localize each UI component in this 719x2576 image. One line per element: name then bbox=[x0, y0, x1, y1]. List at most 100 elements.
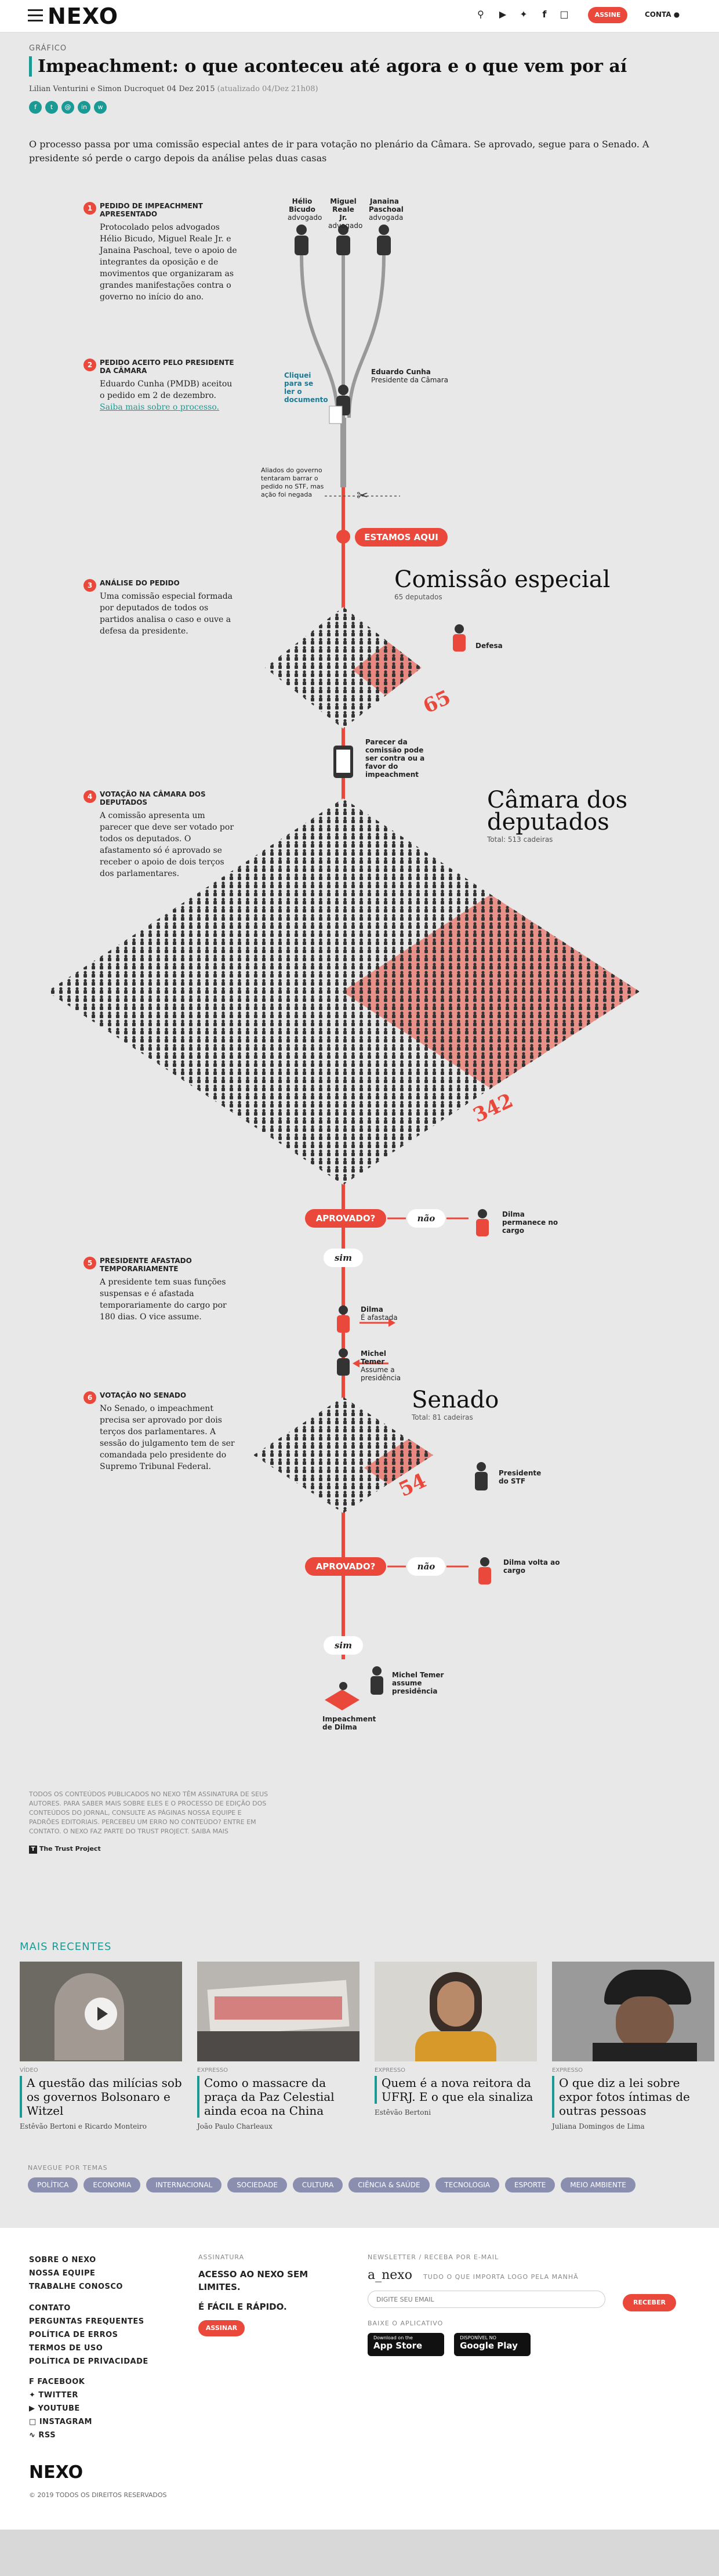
facebook-share-icon[interactable]: f bbox=[29, 101, 42, 114]
recent-card[interactable]: VÍDEO A questão das milícias sob os gove… bbox=[20, 1962, 182, 2130]
card-image bbox=[552, 1962, 714, 2061]
topic-cultura[interactable]: CULTURA bbox=[292, 2177, 343, 2193]
updated-date: (atualizado 04/Dez 21h08) bbox=[217, 85, 318, 93]
topic-meio-ambiente[interactable]: MEIO AMBIENTE bbox=[561, 2177, 636, 2193]
play-icon bbox=[85, 1998, 117, 2030]
twitter-share-icon[interactable]: t bbox=[45, 101, 58, 114]
temer-final-figure bbox=[371, 1666, 383, 1695]
footer-facebook[interactable]: f FACEBOOK bbox=[29, 2378, 85, 2386]
topic-politica[interactable]: POLÍTICA bbox=[28, 2177, 78, 2193]
trust-label: The Trust Project bbox=[39, 1845, 101, 1853]
aprovado-senado-badge: APROVADO? bbox=[305, 1557, 386, 1576]
dilma-volta-label: Dilma volta ao cargo bbox=[503, 1558, 560, 1575]
footer-link-sobre[interactable]: SOBRE O NEXO bbox=[29, 2256, 96, 2264]
google-play-badge[interactable]: DISPONÍVEL NO Google Play bbox=[454, 2333, 531, 2356]
email-share-icon[interactable]: @ bbox=[61, 101, 74, 114]
lawyer-label-3: Janaina Paschoal advogada bbox=[369, 197, 404, 222]
facebook-icon[interactable]: f bbox=[542, 9, 547, 20]
estamos-aqui-badge: ESTAMOS AQUI bbox=[355, 528, 448, 547]
nexo-logo[interactable]: NEXO bbox=[48, 3, 118, 29]
card-title[interactable]: A questão das milícias sob os governos B… bbox=[20, 2076, 182, 2118]
subscribe-button[interactable]: ASSINE bbox=[588, 7, 627, 23]
recent-card[interactable]: EXPRESSO O que diz a lei sobre expor fot… bbox=[552, 1962, 714, 2130]
copyright: © 2019 TODOS OS DIREITOS RESERVADOS bbox=[29, 2491, 167, 2499]
newsletter-label: NEWSLETTER / RECEBA POR E-MAIL bbox=[368, 2253, 499, 2261]
card-author: João Paulo Charleaux bbox=[197, 2122, 273, 2130]
whatsapp-share-icon[interactable]: w bbox=[94, 101, 107, 114]
impeachment-infographic: ✂ bbox=[0, 174, 719, 1741]
saiba-mais-link[interactable]: Saiba mais sobre o processo. bbox=[100, 403, 220, 412]
footer-logo[interactable]: NEXO bbox=[29, 2462, 83, 2483]
newsletter-submit-button[interactable]: RECEBER bbox=[623, 2294, 676, 2311]
linkedin-share-icon[interactable]: in bbox=[78, 101, 90, 114]
article-title: Impeachment: o que aconteceu até agora e… bbox=[29, 56, 690, 77]
footer-link-erros[interactable]: POLÍTICA DE ERROS bbox=[29, 2331, 118, 2339]
impeachment-final-label: Impeachment de Dilma bbox=[322, 1715, 376, 1731]
comissao-heading: Comissão especial 65 deputados bbox=[394, 566, 611, 601]
article-lead: O processo passa por uma comissão especi… bbox=[29, 139, 649, 164]
card-title[interactable]: O que diz a lei sobre expor fotos íntima… bbox=[552, 2076, 714, 2118]
topic-tecnologia[interactable]: TECNOLOGIA bbox=[435, 2177, 500, 2193]
twitter-icon[interactable]: ✦ bbox=[520, 9, 528, 20]
footer-links: SOBRE O NEXO NOSSA EQUIPE TRABALHE CONOS… bbox=[29, 2253, 148, 2442]
nao-badge-1: não bbox=[407, 1209, 445, 1228]
footer-link-termos[interactable]: TERMOS DE USO bbox=[29, 2344, 103, 2353]
subscribe-footer-button[interactable]: ASSINAR bbox=[198, 2320, 245, 2336]
footer-instagram[interactable]: □ INSTAGRAM bbox=[29, 2418, 92, 2426]
document-click-note[interactable]: Cliquei para se ler o documento bbox=[284, 371, 328, 404]
footer-twitter[interactable]: ✦ TWITTER bbox=[29, 2391, 78, 2400]
topic-economia[interactable]: ECONOMIA bbox=[83, 2177, 141, 2193]
card-tag: EXPRESSO bbox=[375, 2067, 406, 2074]
stf-label: Presidente do STF bbox=[499, 1469, 542, 1485]
topic-ciencia-saude[interactable]: CIÊNCIA & SAÚDE bbox=[348, 2177, 430, 2193]
aprovado-camara-badge: APROVADO? bbox=[305, 1209, 386, 1228]
card-author: Juliana Domingos de Lima bbox=[552, 2122, 645, 2130]
defense-figure bbox=[453, 624, 466, 652]
cunha-figure bbox=[329, 385, 350, 424]
newsletter-email-input[interactable] bbox=[368, 2291, 605, 2308]
trust-project-logo[interactable]: T The Trust Project bbox=[29, 1845, 101, 1854]
senado-heading: Senado Total: 81 cadeiras bbox=[412, 1387, 499, 1421]
subscription-label: ASSINATURA bbox=[198, 2253, 245, 2261]
recent-card[interactable]: EXPRESSO Como o massacre da praça da Paz… bbox=[197, 1962, 360, 2130]
app-store-badge[interactable]: Download on the App Store bbox=[368, 2333, 444, 2356]
subscription-block: ASSINATURA ACESSO AO NEXO SEM LIMITES. É… bbox=[198, 2253, 332, 2336]
lawyer-label-1: Hélio Bicudo advogado bbox=[288, 197, 322, 222]
recent-card[interactable]: EXPRESSO Quem é a nova reitora da UFRJ. … bbox=[375, 1962, 537, 2116]
footer-youtube[interactable]: ▶ YOUTUBE bbox=[29, 2404, 80, 2413]
cunha-label: Eduardo Cunha Presidente da Câmara bbox=[371, 368, 449, 384]
footer-rss[interactable]: ∿ RSS bbox=[29, 2431, 56, 2440]
parecer-phone-icon bbox=[333, 746, 353, 778]
subscription-text: ACESSO AO NEXO SEM LIMITES. bbox=[198, 2269, 308, 2292]
footer-link-equipe[interactable]: NOSSA EQUIPE bbox=[29, 2269, 96, 2278]
card-author: Estêvão Bertoni bbox=[375, 2108, 431, 2116]
card-title[interactable]: Quem é a nova reitora da UFRJ. E o que e… bbox=[375, 2076, 537, 2104]
youtube-icon[interactable]: ▶ bbox=[499, 9, 507, 20]
lawyer-figures bbox=[295, 225, 391, 255]
card-title[interactable]: Como o massacre da praça da Paz Celestia… bbox=[197, 2076, 360, 2118]
footer-link-faq[interactable]: PERGUNTAS FREQUENTES bbox=[29, 2317, 144, 2326]
footer-link-contato[interactable]: CONTATO bbox=[29, 2304, 71, 2313]
topic-sociedade[interactable]: SOCIEDADE bbox=[227, 2177, 287, 2193]
lawyer-path-1 bbox=[300, 255, 339, 418]
topic-esporte[interactable]: ESPORTE bbox=[505, 2177, 555, 2193]
step-2: 2 PEDIDO ACEITO PELO PRESIDENTE DA CÂMARA… bbox=[83, 359, 238, 413]
senado-crowd bbox=[253, 1397, 433, 1513]
topic-internacional[interactable]: INTERNACIONAL bbox=[146, 2177, 222, 2193]
article-kicker[interactable]: GRÁFICO bbox=[29, 44, 67, 53]
menu-icon[interactable] bbox=[28, 9, 43, 22]
card-tag: VÍDEO bbox=[20, 2067, 38, 2074]
newsletter-name: a_nexo bbox=[368, 2268, 412, 2282]
stf-president-figure bbox=[475, 1462, 488, 1490]
account-link[interactable]: CONTA ● bbox=[645, 10, 680, 19]
search-icon[interactable]: ⚲ bbox=[477, 9, 484, 20]
logo-text: NEXO bbox=[48, 3, 119, 29]
footer-link-privacidade[interactable]: POLÍTICA DE PRIVACIDADE bbox=[29, 2357, 148, 2366]
sim-badge-2: sim bbox=[324, 1636, 363, 1655]
instagram-icon[interactable]: □ bbox=[560, 9, 569, 20]
footer-link-trabalhe[interactable]: TRABALHE CONOSCO bbox=[29, 2282, 123, 2291]
allies-note: Aliados do governo tentaram barrar o ped… bbox=[261, 466, 324, 498]
step-6: 6 VOTAÇÃO NO SENADO No Senado, o impeachme… bbox=[83, 1391, 238, 1472]
lawyer-path-3 bbox=[347, 255, 386, 418]
comissao-crowd bbox=[265, 607, 422, 729]
